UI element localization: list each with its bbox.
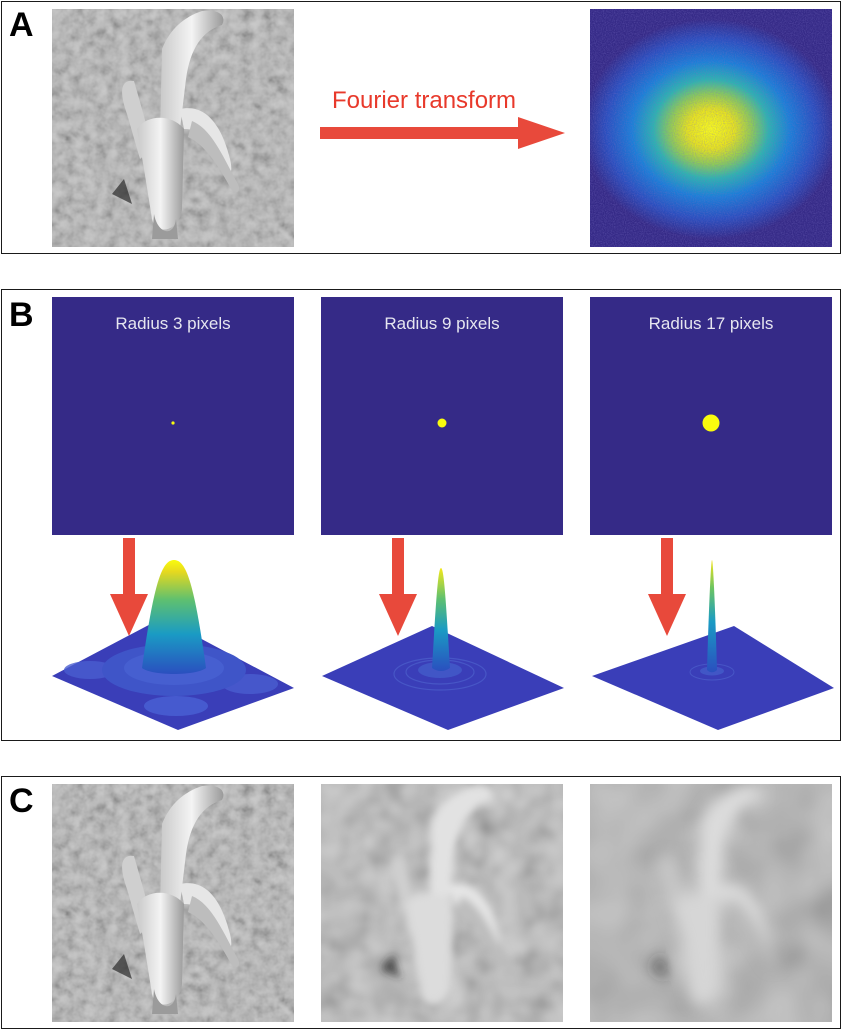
mask-radius-17 xyxy=(590,297,832,535)
panel-c: C xyxy=(1,776,841,1029)
banana-photo-icon xyxy=(52,9,294,247)
filtered-banana-radius-3 xyxy=(52,784,294,1022)
filtered-banana-radius-17 xyxy=(590,784,832,1022)
panel-a-letter: A xyxy=(9,6,34,44)
down-arrow-icon xyxy=(379,538,417,636)
panel-b: B Radius 3 pixels Radius 9 pixels Radius… xyxy=(1,289,841,741)
panel-a: A Fourier transform xyxy=(1,1,841,254)
panel-c-letter: C xyxy=(9,782,34,820)
fourier-spectrum-icon xyxy=(590,9,832,247)
filtered-banana-radius-9 xyxy=(321,784,563,1022)
banana-photo-icon xyxy=(52,784,294,1022)
mask-radius-17-label: Radius 17 pixels xyxy=(648,314,774,333)
mask-radius-3-label: Radius 3 pixels xyxy=(115,314,231,333)
banana-photo-icon xyxy=(590,784,832,1022)
down-arrow-icon xyxy=(110,538,148,636)
psf-surface-radius-17 xyxy=(592,560,834,730)
original-banana-image xyxy=(52,9,294,247)
mask-radius-9 xyxy=(321,297,563,535)
panel-b-letter: B xyxy=(9,296,34,334)
fourier-spectrum-image xyxy=(590,9,832,247)
psf-surface-radius-3 xyxy=(52,560,294,730)
banana-photo-icon xyxy=(321,784,563,1022)
fourier-transform-label: Fourier transform xyxy=(332,87,517,114)
psf-surface-radius-9 xyxy=(322,568,564,730)
mask-radius-9-label: Radius 9 pixels xyxy=(384,314,500,333)
fourier-arrow-icon xyxy=(320,117,565,149)
mask-radius-3 xyxy=(52,297,294,535)
down-arrow-icon xyxy=(648,538,686,636)
